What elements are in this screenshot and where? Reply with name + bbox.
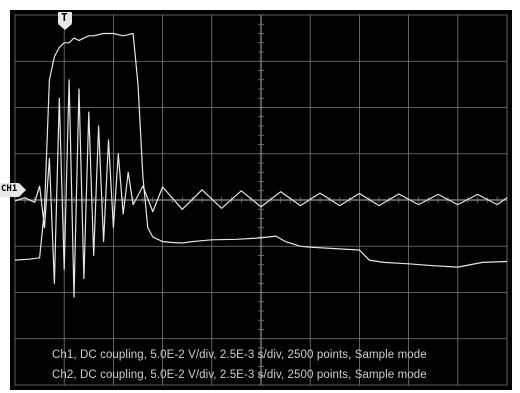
waveform-traces (14, 32, 508, 298)
ch1-trace (14, 79, 508, 298)
ch2-trace (14, 32, 508, 268)
ch2-settings-readout: Ch2, DC coupling, 5.0E-2 V/div, 2.5E-3 s… (52, 369, 427, 381)
ch1-marker-label: CH1 (1, 184, 18, 194)
waveform-plot (14, 14, 508, 386)
trigger-marker: T (58, 11, 72, 30)
ch1-settings-readout: Ch1, DC coupling, 5.0E-2 V/div, 2.5E-3 s… (52, 349, 427, 361)
ch1-ground-marker: CH1 (0, 183, 26, 197)
oscilloscope-screen: T Ch1, DC coupling, 5.0E-2 V/div, 2.5E-3… (10, 10, 512, 390)
graticule (14, 14, 508, 386)
trigger-marker-label: T (61, 11, 68, 24)
